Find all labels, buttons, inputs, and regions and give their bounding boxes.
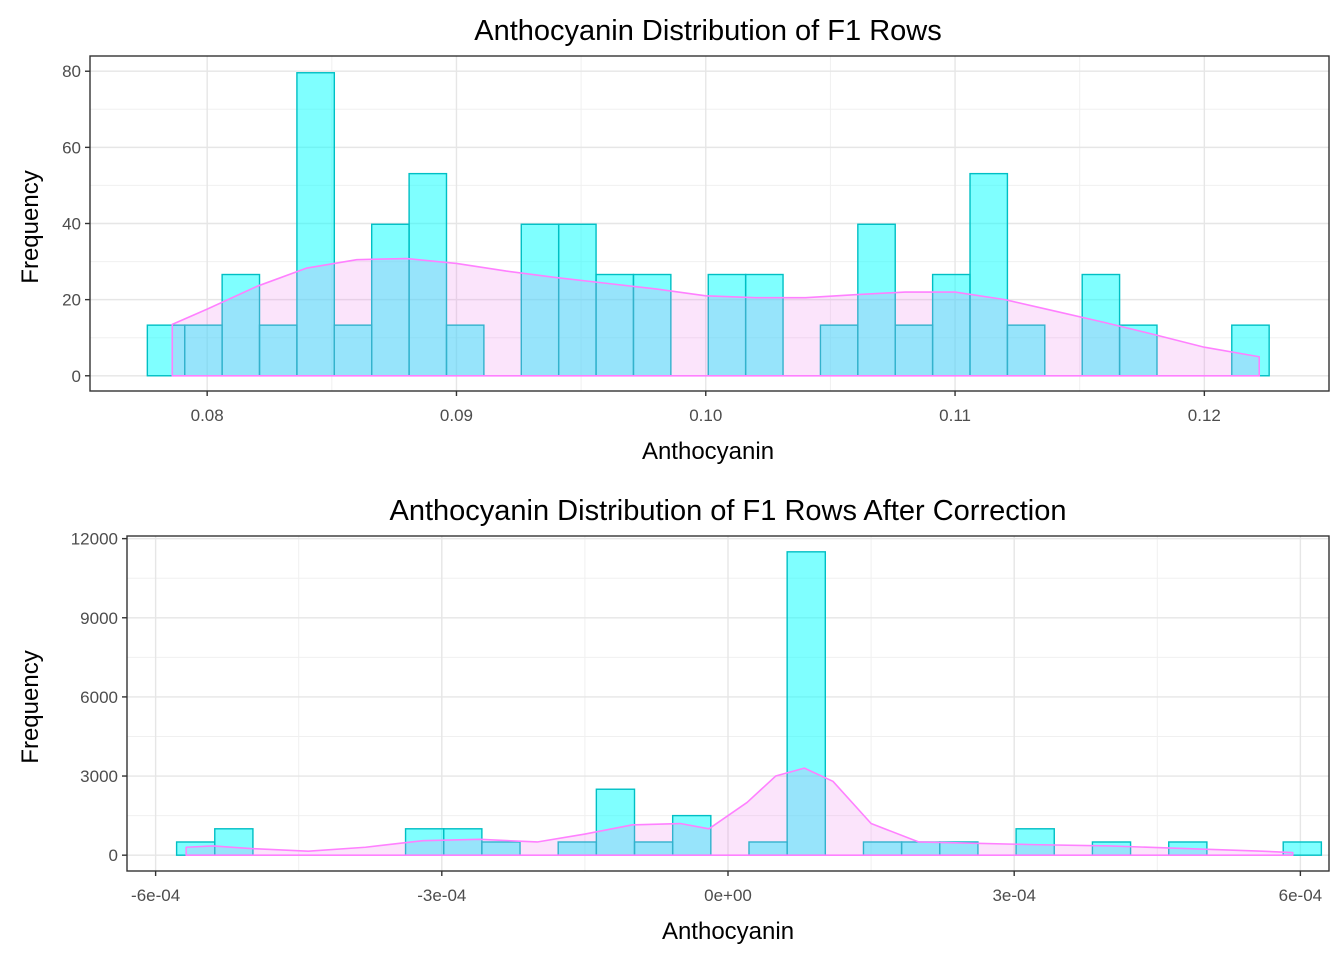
density-area (186, 768, 1293, 856)
x-tick-label: -6e-04 (131, 886, 180, 905)
histogram-bar (632, 273, 672, 377)
histogram-bar (969, 172, 1009, 377)
x-tick-label: -3e-04 (417, 886, 466, 905)
chart-panel-bottom: Anthocyanin Distribution of F1 Rows Afte… (17, 495, 1330, 945)
histogram-bar (595, 788, 636, 856)
histogram-bar (258, 324, 298, 377)
histogram-bar (1015, 828, 1055, 856)
x-tick-label: 3e-04 (992, 886, 1035, 905)
histogram-bar (707, 273, 747, 377)
histogram-bar (408, 172, 448, 377)
y-axis-label-bottom: Frequency (17, 650, 44, 763)
histogram-bar (894, 324, 934, 377)
density-line (185, 767, 1294, 856)
plot-area-bottom: 0 3000 6000 9000 12000 -6e-04 -3e-04 0e+00 3e-04… (71, 530, 1330, 905)
x-tick-label: 0.12 (1188, 406, 1221, 425)
histogram-bar (333, 324, 373, 377)
histogram-bar (1006, 324, 1046, 377)
y-tick-label: 60 (62, 138, 81, 157)
x-axis-label-bottom: Anthocyanin (662, 918, 794, 945)
chart-title-top: Anthocyanin Distribution of F1 Rows (474, 15, 941, 47)
histogram-bar (857, 223, 896, 377)
histogram-bar (445, 324, 485, 377)
x-tick-label: 0e+00 (704, 886, 752, 905)
x-tick-label: 0.09 (440, 406, 473, 425)
plot-area-top: 0 20 40 60 80 0.08 0.09 0.10 0.11 0.12 (62, 55, 1330, 425)
histogram-bar (595, 273, 635, 377)
histogram-bar (296, 72, 336, 377)
x-tick-label: 0.11 (939, 406, 971, 425)
y-tick-label: 0 (72, 367, 81, 386)
histogram-bar (819, 324, 859, 377)
y-tick-label: 80 (62, 62, 81, 81)
y-tick-label: 6000 (80, 688, 118, 707)
histogram-bar (221, 273, 261, 377)
x-tick-label: 0.08 (191, 406, 224, 425)
histogram-bar (786, 551, 827, 856)
y-tick-label: 20 (62, 291, 81, 310)
y-tick-label: 9000 (80, 609, 118, 628)
chart-panel-top: Anthocyanin Distribution of F1 Rows Freq… (17, 15, 1330, 465)
y-axis-label-top: Frequency (17, 170, 44, 283)
y-tick-label: 12000 (71, 530, 118, 549)
x-tick-label: 0.10 (689, 406, 722, 425)
x-axis-label-top: Anthocyanin (642, 438, 774, 465)
y-tick-label: 40 (62, 215, 81, 234)
density-area (172, 258, 1260, 376)
y-tick-label: 0 (109, 846, 118, 865)
density-line (171, 257, 1260, 377)
y-tick-label: 3000 (80, 767, 118, 786)
chart-title-bottom: Anthocyanin Distribution of F1 Rows Afte… (390, 495, 1067, 527)
x-tick-label: 6e-04 (1279, 886, 1322, 905)
